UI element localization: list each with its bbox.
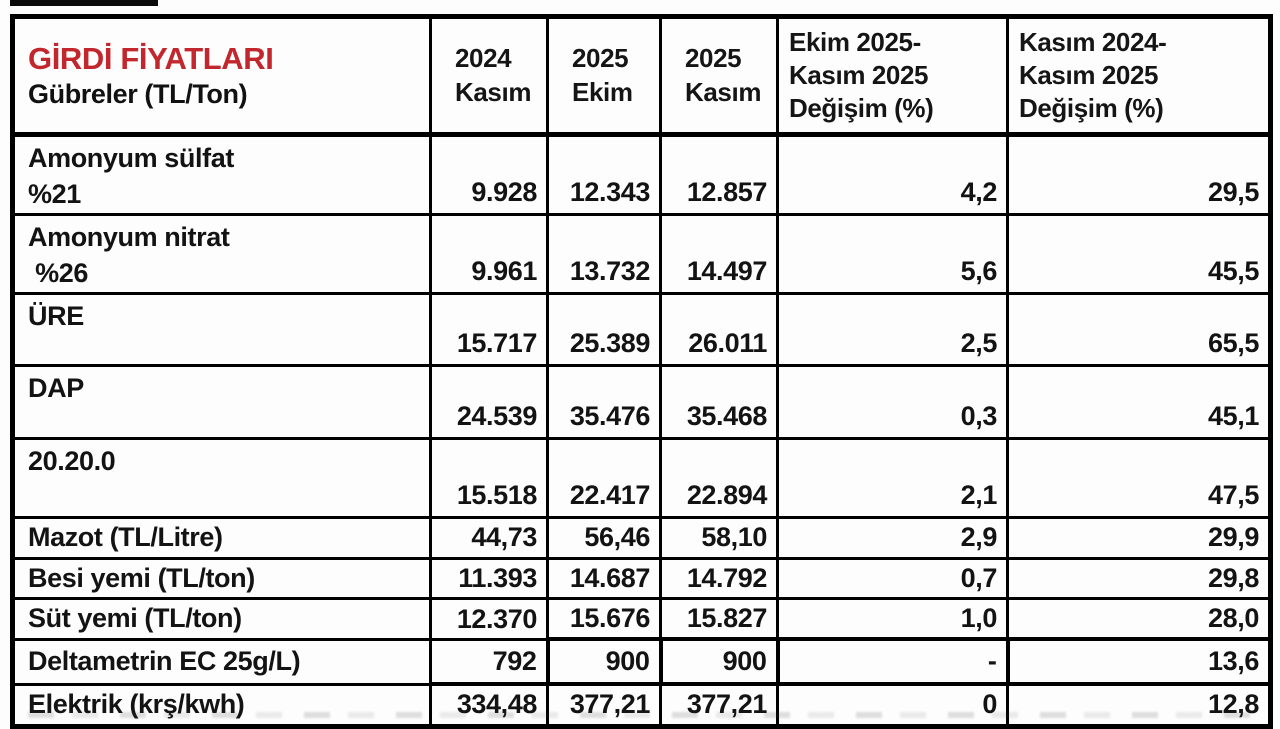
selected-value-cell[interactable]: 13,6 [1005,637,1273,687]
table-row-20-20-0: 20.20.0 15.518 22.417 22.894 2,1 47,5 [11,437,1272,519]
value-cell: 65,5 [1006,292,1272,367]
value-cell: 11.393 [429,556,549,601]
value-cell: 22.417 [546,437,662,519]
value-cell: 44,73 [429,516,549,560]
value-cell: 12.370 [429,597,549,641]
value-cell: 4,2 [776,133,1009,216]
row-label: 20.20.0 [11,437,432,519]
table-header-row: GİRDİ FİYATLARI Gübreler (TL/Ton) 2024 K… [11,15,1272,137]
selected-value-cell[interactable]: - [775,637,1010,687]
row-label: DAP [11,364,432,440]
value-cell: 26.011 [659,292,779,367]
value-cell: 29,8 [1006,556,1272,601]
value-cell: 5,6 [776,213,1009,295]
value-cell: 29,9 [1006,516,1272,560]
selected-value-cell[interactable]: 900 [545,637,663,687]
row-label: Amonyum nitrat %26 [11,213,432,295]
value-cell: 58,10 [659,516,779,560]
row-label: Süt yemi (TL/ton) [11,597,432,641]
value-cell: 56,46 [546,516,662,560]
row-label: Amonyum sülfat %21 [11,133,432,216]
table-row-amonyum-sulfat: Amonyum sülfat %21 9.928 12.343 12.857 4… [11,133,1272,216]
column-header-2025-kasim: 2025 Kasım [659,15,779,137]
row-label: Mazot (TL/Litre) [11,516,432,560]
table-row-ure: ÜRE 15.717 25.389 26.011 2,5 65,5 [11,292,1272,367]
value-cell: 29,5 [1006,133,1272,216]
table-row-besi-yemi: Besi yemi (TL/ton) 11.393 14.687 14.792 … [11,556,1272,601]
value-cell: 0,7 [776,556,1009,601]
row-label: Deltametrin EC 25g/L) [11,637,432,686]
value-cell: 1,0 [776,597,1009,641]
value-cell: 13.732 [546,213,662,295]
value-cell: 2,1 [776,437,1009,519]
value-cell: 14.687 [546,556,662,601]
value-cell: 12.857 [659,133,779,216]
value-cell: 15.518 [429,437,549,519]
cropped-cell-artifact [10,0,158,6]
table-row-amonyum-nitrat: Amonyum nitrat %26 9.961 13.732 14.497 5… [11,213,1272,295]
value-cell: 15.676 [546,597,662,641]
value-cell: 14.792 [659,556,779,601]
value-cell: 15.827 [659,597,779,641]
value-cell: 24.539 [429,364,549,440]
value-cell: 14.497 [659,213,779,295]
value-cell: 45,1 [1006,364,1272,440]
table-row-deltametrin: Deltametrin EC 25g/L) 792 900 900 - 13,6 [11,637,1273,687]
value-cell: 45,5 [1006,213,1272,295]
column-header-yearly-change: Kasım 2024- Kasım 2025 Değişim (%) [1006,15,1272,137]
value-cell: 9.928 [429,133,549,216]
table-title: GİRDİ FİYATLARI [28,41,274,77]
cropped-text-artifact [28,712,1252,718]
value-cell: 12.343 [546,133,662,216]
value-cell: 0,3 [776,364,1009,440]
value-cell: 28,0 [1006,597,1272,641]
table-row-sut-yemi: Süt yemi (TL/ton) 12.370 15.676 15.827 1… [11,597,1272,641]
value-cell: 25.389 [546,292,662,367]
table-title-cell: GİRDİ FİYATLARI Gübreler (TL/Ton) [11,15,432,137]
value-cell: 35.476 [546,364,662,440]
input-prices-table: GİRDİ FİYATLARI Gübreler (TL/Ton) 2024 K… [10,14,1273,729]
column-header-monthly-change: Ekim 2025- Kasım 2025 Değişim (%) [776,15,1009,137]
column-header-2024-kasim: 2024 Kasım [429,15,549,137]
value-cell: 22.894 [659,437,779,519]
value-cell: 47,5 [1006,437,1272,519]
value-cell: 35.468 [659,364,779,440]
row-label: ÜRE [11,292,432,367]
column-header-2025-ekim: 2025 Ekim [546,15,662,137]
value-cell: 9.961 [429,213,549,295]
value-cell: 15.717 [429,292,549,367]
value-cell: 2,9 [776,516,1009,560]
table-row-dap: DAP 24.539 35.476 35.468 0,3 45,1 [11,364,1272,440]
value-cell: 2,5 [776,292,1009,367]
table-row-mazot: Mazot (TL/Litre) 44,73 56,46 58,10 2,9 2… [11,516,1272,560]
table-subtitle: Gübreler (TL/Ton) [28,78,248,109]
value-cell: 792 [429,637,549,687]
row-label: Besi yemi (TL/ton) [11,556,432,601]
selected-value-cell[interactable]: 900 [658,637,780,687]
